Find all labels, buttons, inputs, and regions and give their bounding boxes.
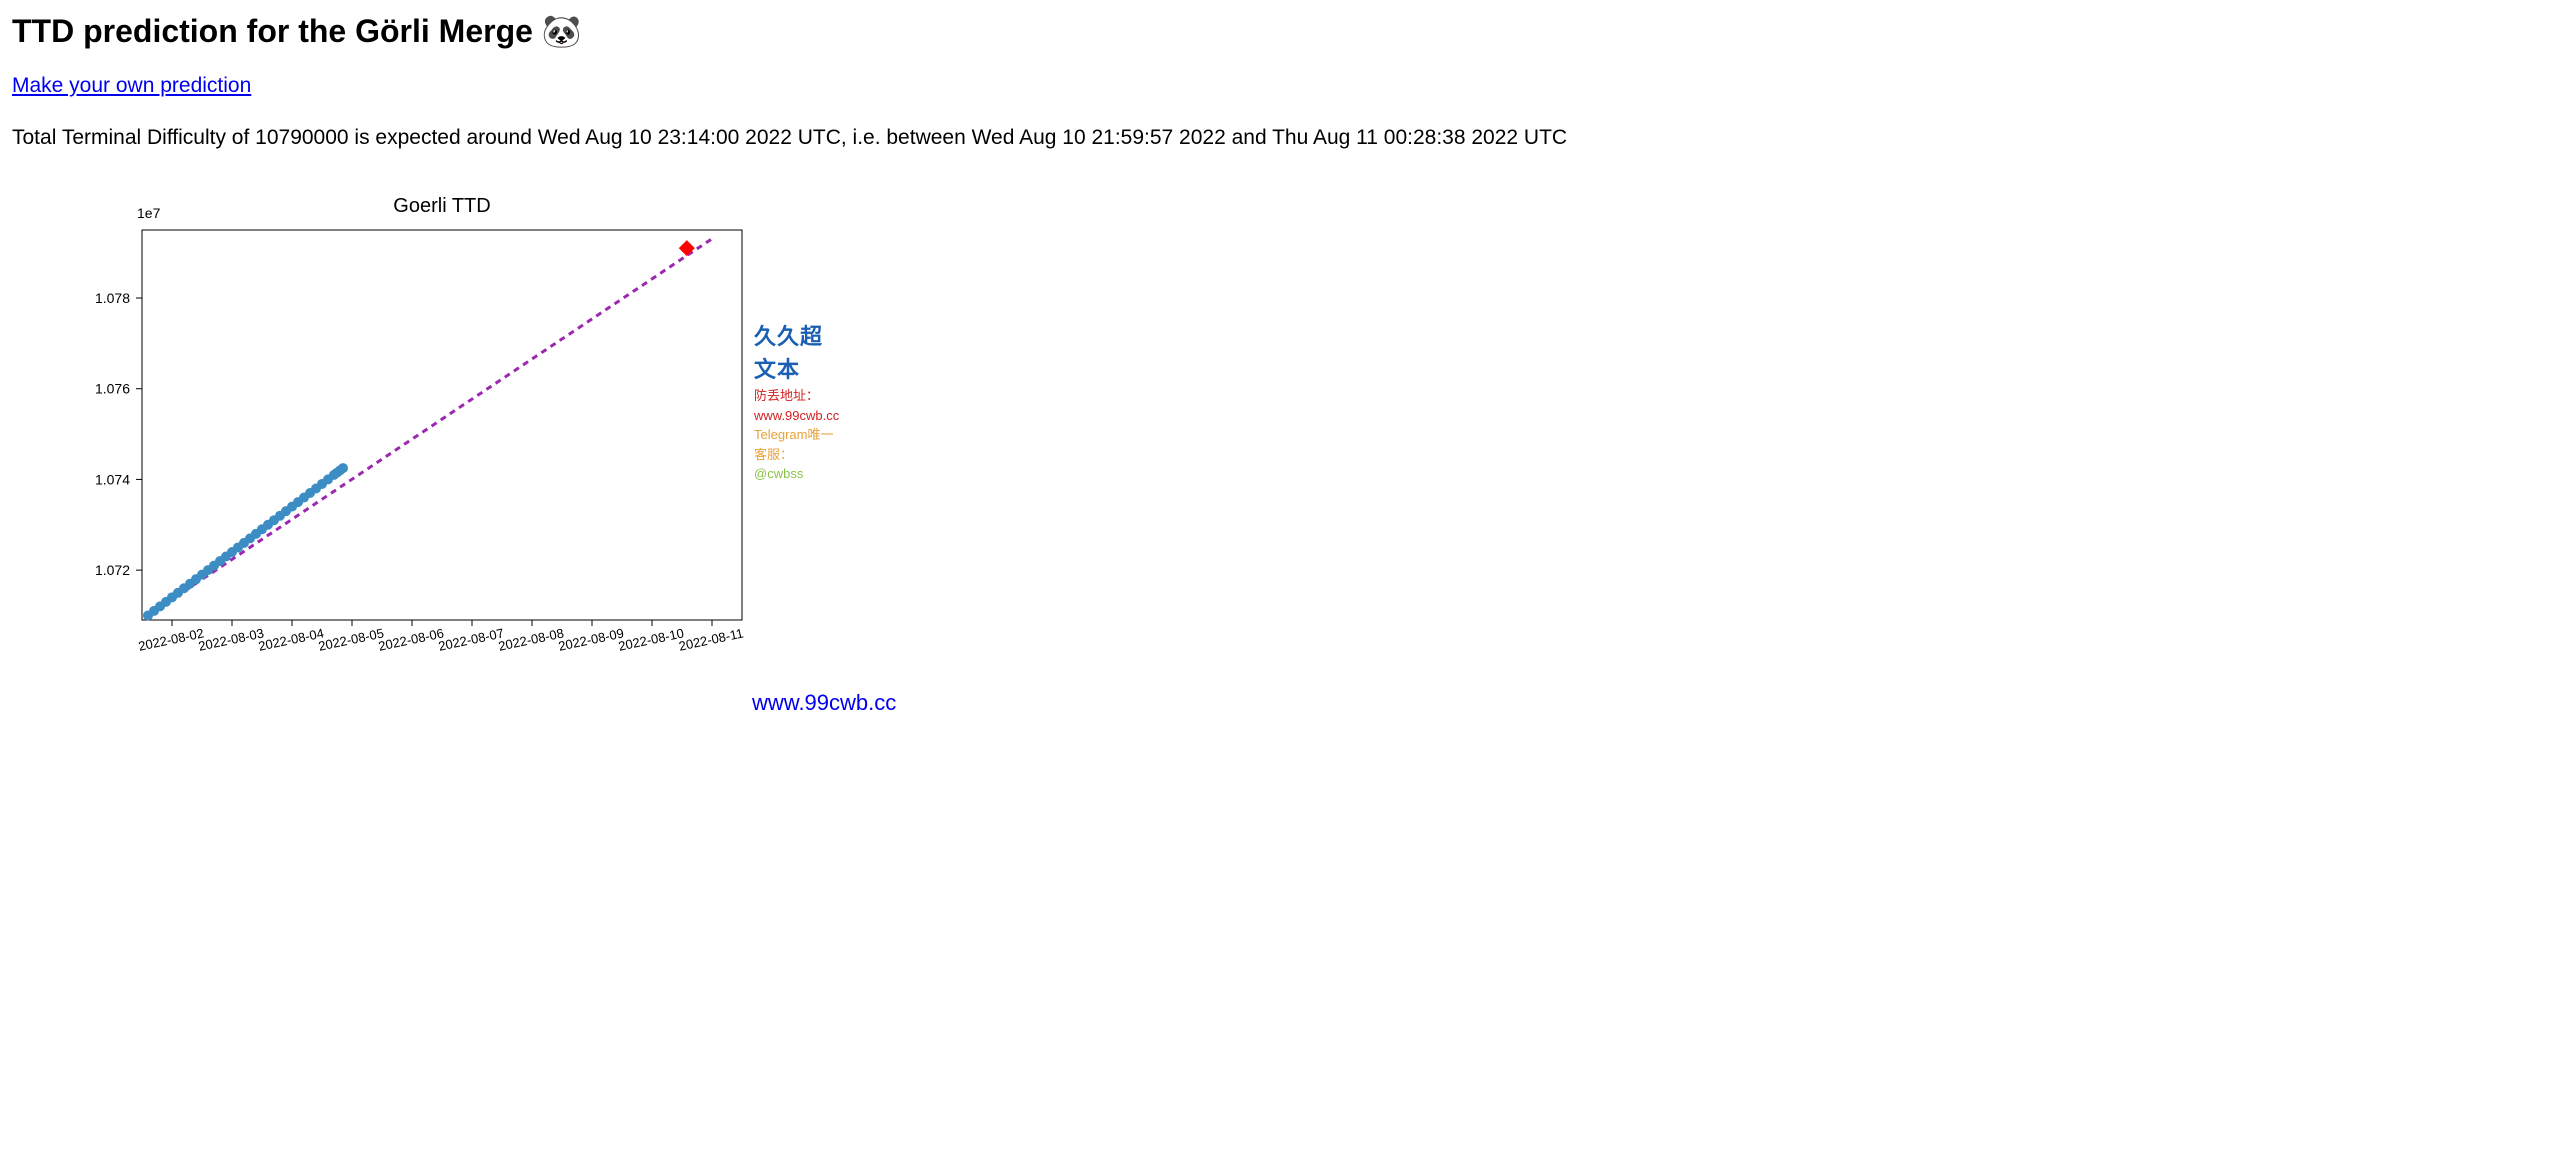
watermark-address-label: 防丢地址： [754,388,819,403]
svg-text:1.076: 1.076 [95,381,130,397]
svg-text:2022-08-08: 2022-08-08 [497,625,565,653]
watermark-title: 久久超文本 [754,320,839,386]
svg-text:1.078: 1.078 [95,290,130,306]
svg-text:Goerli TTD: Goerli TTD [393,195,490,217]
watermark: 久久超文本 防丢地址： www.99cwb.cc Telegram唯一客服： @cw… [754,320,839,484]
watermark-telegram: Telegram唯一客服： @cwbss [754,425,839,484]
page-title: TTD prediction for the Görli Merge 🐼 [12,12,2548,50]
watermark-telegram-label: Telegram唯一客服： [754,427,833,462]
footer-url: www.99cwb.cc [752,690,896,716]
svg-text:2022-08-09: 2022-08-09 [557,625,625,653]
watermark-address: 防丢地址： www.99cwb.cc [754,386,839,425]
ttd-chart: Goerli TTD 1e7 1.072 1.074 1.076 1.078 2022-08… [42,190,762,710]
svg-text:2022-08-05: 2022-08-05 [317,625,385,653]
svg-text:1.074: 1.074 [95,471,130,487]
make-prediction-link[interactable]: Make your own prediction [12,74,251,98]
svg-text:2022-08-11: 2022-08-11 [677,625,744,653]
svg-text:2022-08-07: 2022-08-07 [437,625,505,653]
svg-text:2022-08-06: 2022-08-06 [377,625,445,653]
svg-text:1e7: 1e7 [137,205,161,221]
watermark-telegram-handle: @cwbss [754,466,803,481]
svg-text:2022-08-10: 2022-08-10 [617,625,685,653]
svg-text:2022-08-03: 2022-08-03 [197,625,265,653]
watermark-address-url: www.99cwb.cc [754,408,839,423]
prediction-description: Total Terminal Difficulty of 10790000 is… [12,126,2548,150]
svg-text:2022-08-04: 2022-08-04 [257,625,325,653]
svg-text:1.072: 1.072 [95,562,130,578]
chart-container: Goerli TTD 1e7 1.072 1.074 1.076 1.078 2022-08… [42,190,762,715]
svg-text:2022-08-02: 2022-08-02 [137,625,205,653]
